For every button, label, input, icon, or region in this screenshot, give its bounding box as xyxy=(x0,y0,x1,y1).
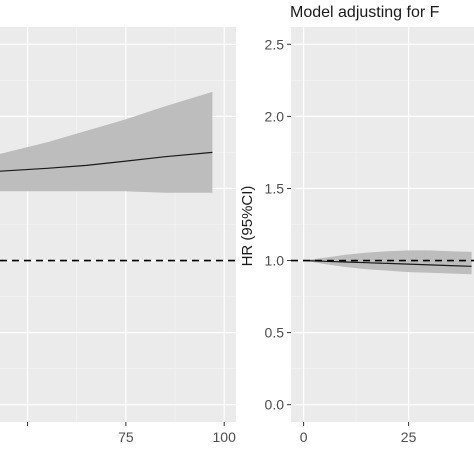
x-tick-label: 25 xyxy=(401,429,417,445)
x-tick-label: 100 xyxy=(213,429,237,445)
right-panel-title: Model adjusting for F xyxy=(290,4,440,21)
y-tick-label: 2.5 xyxy=(265,36,285,52)
y-tick-label: 1.5 xyxy=(265,180,285,196)
right-panel-y-axis-title: HR (95%CI) xyxy=(239,186,256,267)
y-tick-label: 2.0 xyxy=(265,108,285,124)
x-tick-label: 75 xyxy=(118,429,134,445)
x-tick-label: 0 xyxy=(300,429,308,445)
confidence-band xyxy=(303,250,472,275)
y-tick-label: 0.5 xyxy=(265,325,285,341)
left-panel: 75 100 xyxy=(0,27,236,445)
hazard-ratio-line xyxy=(303,259,472,267)
hazard-ratio-line xyxy=(0,151,213,172)
right-panel: 0 25 0.0 0.5 1.0 1.5 2.0 2.5 xyxy=(265,27,474,445)
y-tick-label: 1.0 xyxy=(265,253,285,269)
y-tick-label: 0.0 xyxy=(265,397,285,413)
